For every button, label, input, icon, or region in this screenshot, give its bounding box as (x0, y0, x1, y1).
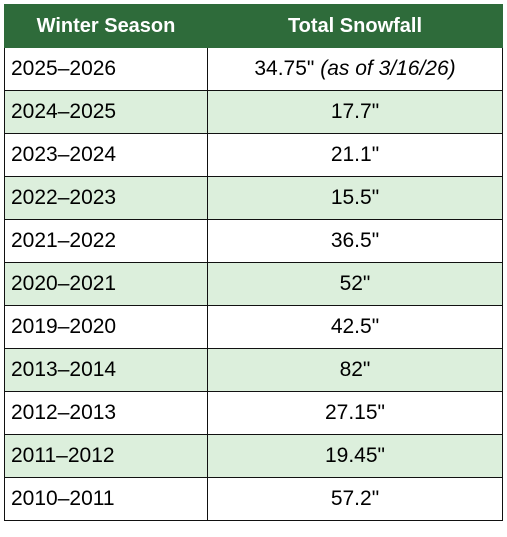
snowfall-cell: 82" (207, 348, 503, 392)
snowfall-cell: 27.15" (207, 391, 503, 435)
snowfall-cell: 21.1" (207, 133, 503, 177)
snowfall-cell: 19.45" (207, 434, 503, 478)
season-cell: 2020–2021 (4, 262, 208, 306)
snowfall-cell: 15.5" (207, 176, 503, 220)
season-cell: 2013–2014 (4, 348, 208, 392)
table-row: 2020–2021 52" (4, 262, 503, 306)
season-cell: 2011–2012 (4, 434, 208, 478)
snowfall-note: (as of 3/16/26) (320, 57, 456, 80)
snowfall-cell: 52" (207, 262, 503, 306)
column-header-winter-season: Winter Season (4, 4, 208, 48)
season-cell: 2024–2025 (4, 90, 208, 134)
table-row: 2025–2026 34.75" (as of 3/16/26) (4, 47, 503, 91)
table-row: 2022–2023 15.5" (4, 176, 503, 220)
column-header-total-snowfall: Total Snowfall (207, 4, 503, 48)
table-row: 2012–2013 27.15" (4, 391, 503, 435)
snowfall-cell: 34.75" (as of 3/16/26) (207, 47, 503, 91)
snowfall-table: Winter Season Total Snowfall 2025–2026 3… (4, 4, 503, 521)
season-cell: 2025–2026 (4, 47, 208, 91)
season-cell: 2022–2023 (4, 176, 208, 220)
table-row: 2021–2022 36.5" (4, 219, 503, 263)
snowfall-cell: 36.5" (207, 219, 503, 263)
snowfall-cell: 17.7" (207, 90, 503, 134)
season-cell: 2021–2022 (4, 219, 208, 263)
season-cell: 2019–2020 (4, 305, 208, 349)
table-row: 2023–2024 21.1" (4, 133, 503, 177)
season-cell: 2023–2024 (4, 133, 208, 177)
season-cell: 2010–2011 (4, 477, 208, 521)
snowfall-table-container: Winter Season Total Snowfall 2025–2026 3… (4, 4, 503, 521)
table-row: 2013–2014 82" (4, 348, 503, 392)
table-row: 2011–2012 19.45" (4, 434, 503, 478)
table-row: 2010–2011 57.2" (4, 477, 503, 521)
snowfall-cell: 42.5" (207, 305, 503, 349)
snowfall-value: 34.75" (254, 57, 315, 80)
table-header-row: Winter Season Total Snowfall (4, 4, 503, 48)
snowfall-cell: 57.2" (207, 477, 503, 521)
season-cell: 2012–2013 (4, 391, 208, 435)
table-row: 2019–2020 42.5" (4, 305, 503, 349)
table-row: 2024–2025 17.7" (4, 90, 503, 134)
